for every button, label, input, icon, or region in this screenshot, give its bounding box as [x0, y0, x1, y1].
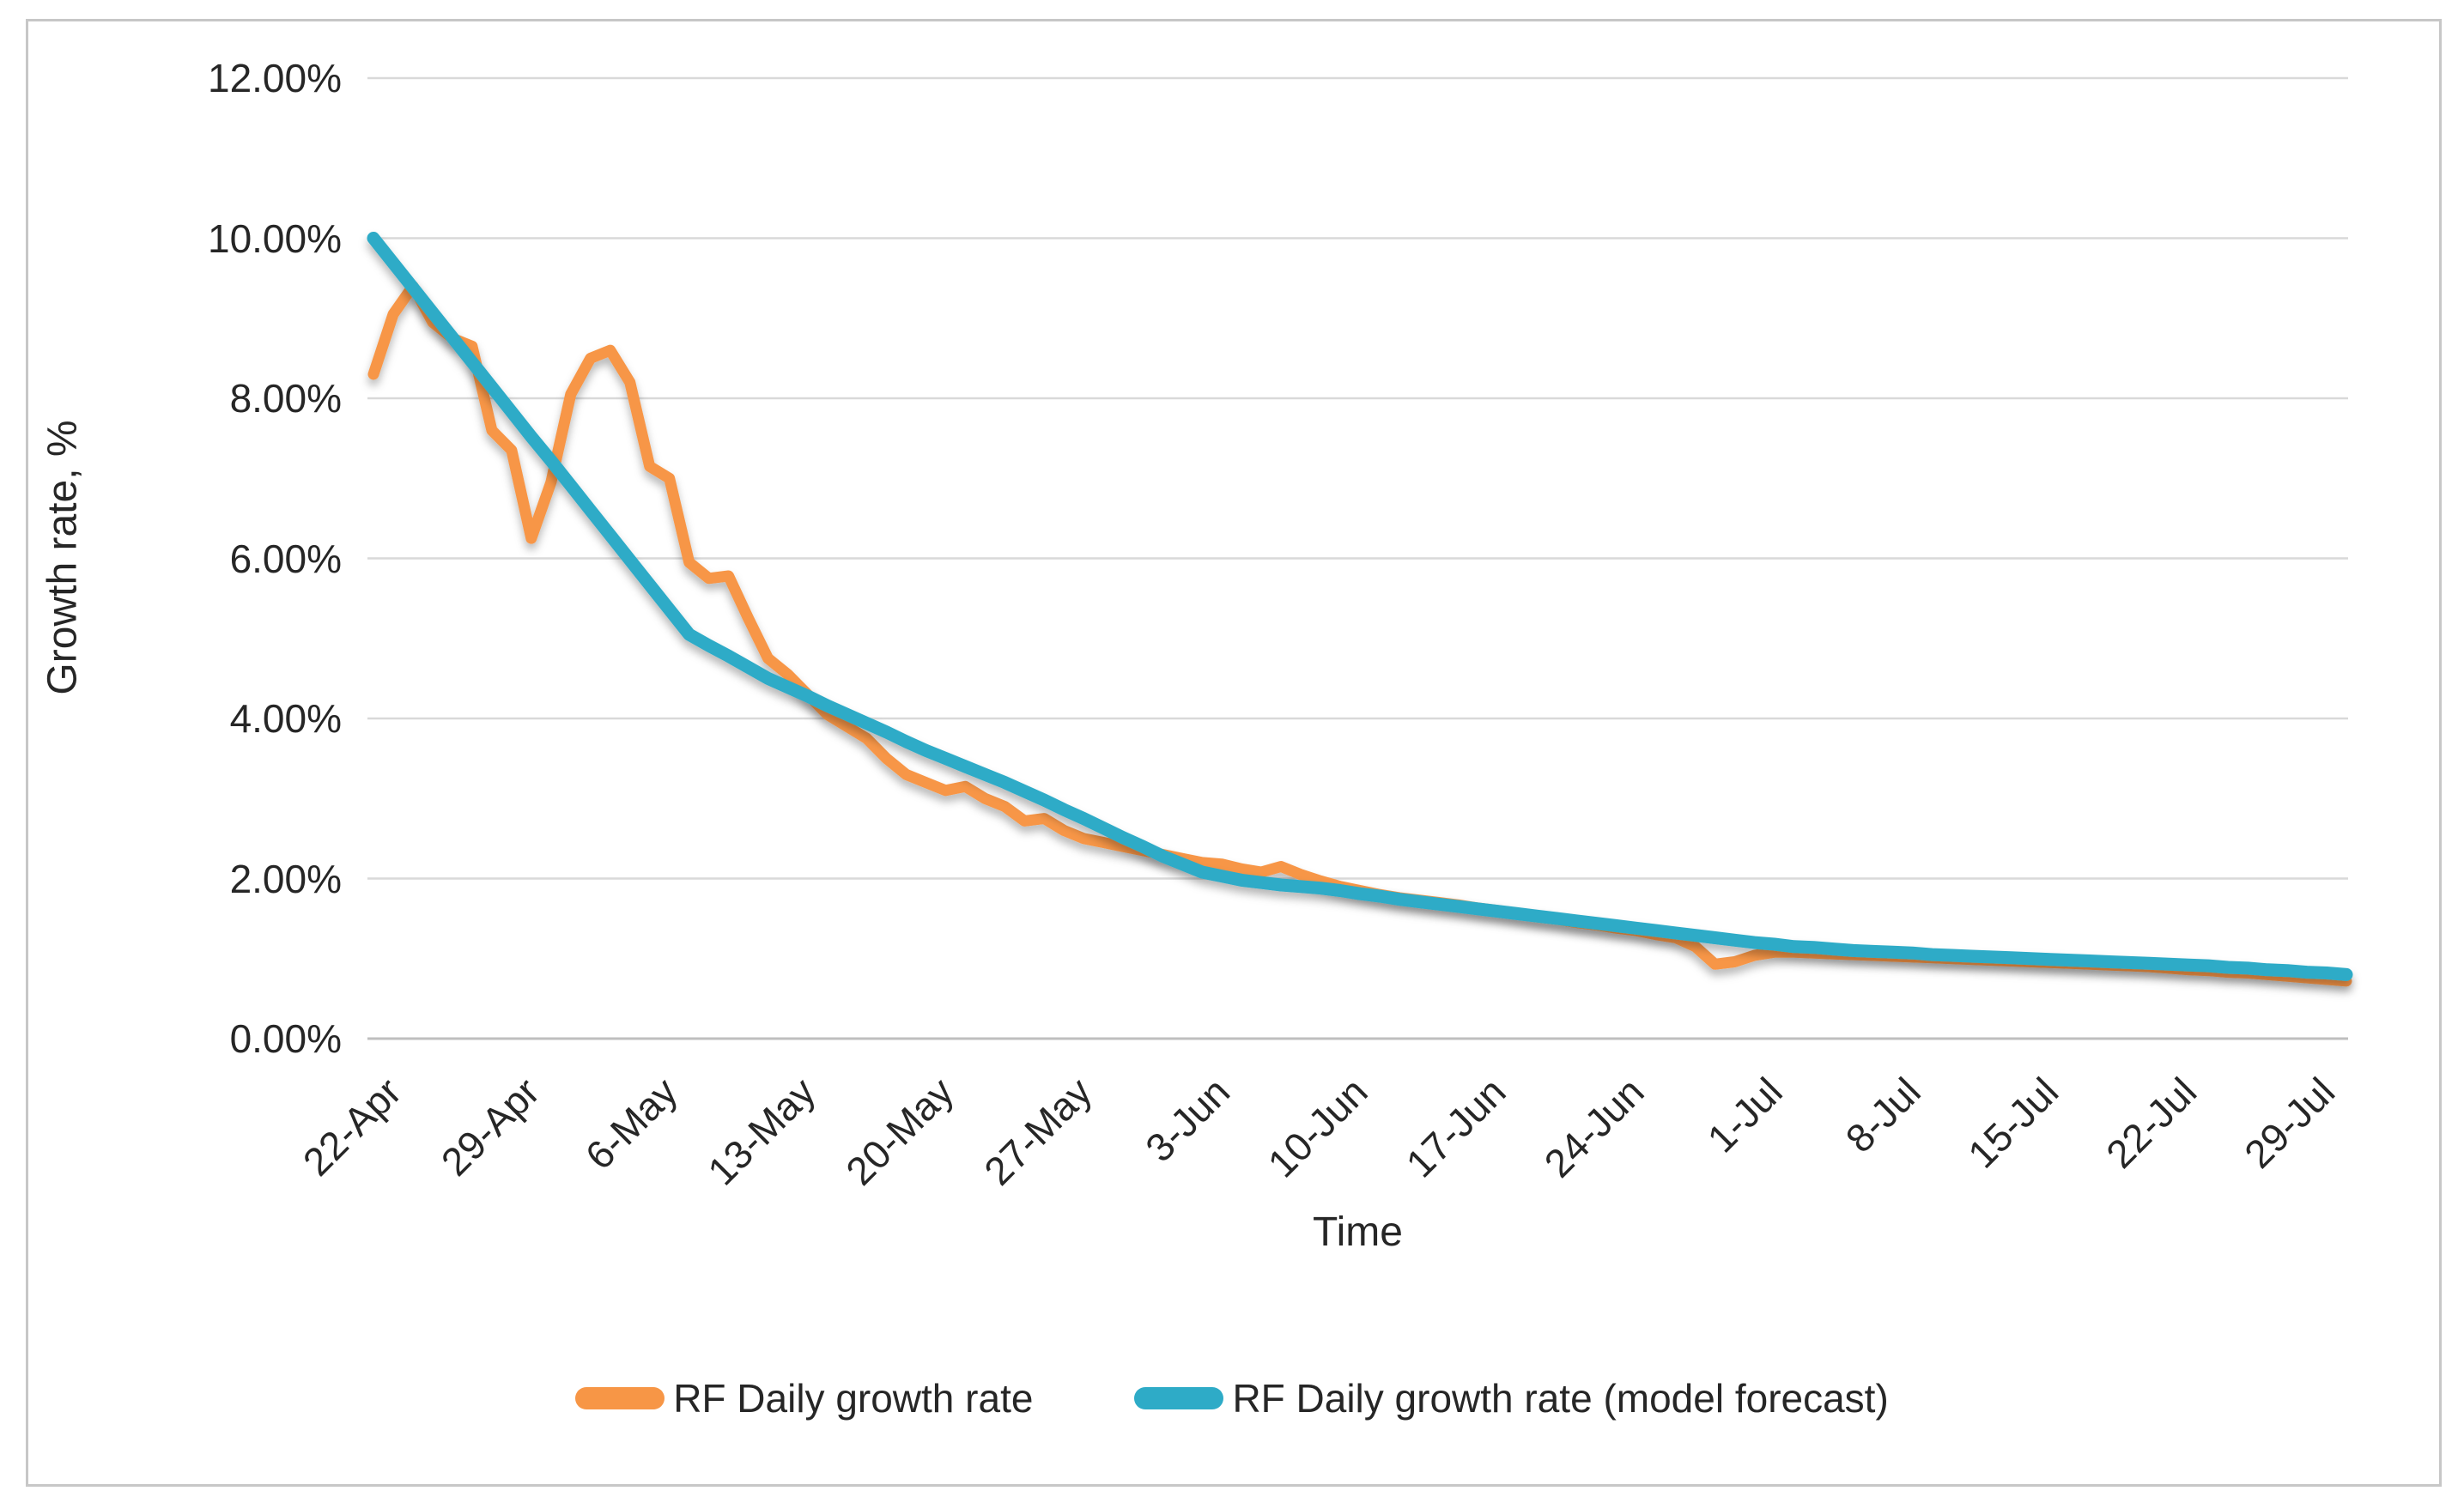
legend-item-actual: RF Daily growth rate — [575, 1375, 1033, 1421]
legend-label-forecast: RF Daily growth rate (model forecast) — [1232, 1376, 1889, 1421]
y-axis-title: Growth rate, % — [39, 420, 86, 695]
legend-label-actual: RF Daily growth rate — [673, 1376, 1034, 1421]
threshold-lines — [367, 634, 2348, 882]
series-forecast-line — [367, 232, 2353, 981]
y-tick-label-6: 6.00% — [229, 536, 342, 581]
y-tick-label-8: 8.00% — [229, 376, 342, 421]
x-axis-title: Time — [1313, 1209, 1403, 1255]
y-tick-label-2: 2.00% — [229, 856, 342, 901]
y-tick-label-10: 10.00% — [207, 215, 342, 261]
legend-item-forecast: RF Daily growth rate (model forecast) — [1134, 1375, 1889, 1421]
gridlines — [367, 76, 2348, 1040]
y-tick-label-12: 12.00% — [207, 56, 342, 100]
chart-legend: RF Daily growth rate RF Daily growth rate… — [0, 1375, 2464, 1421]
y-tick-label-4: 4.00% — [229, 696, 342, 741]
y-tick-label-0: 0.00% — [229, 1016, 342, 1061]
legend-swatch-actual — [575, 1387, 665, 1409]
legend-swatch-forecast — [1134, 1387, 1224, 1409]
figure-border — [26, 19, 2442, 1487]
series-lines — [367, 232, 2353, 987]
